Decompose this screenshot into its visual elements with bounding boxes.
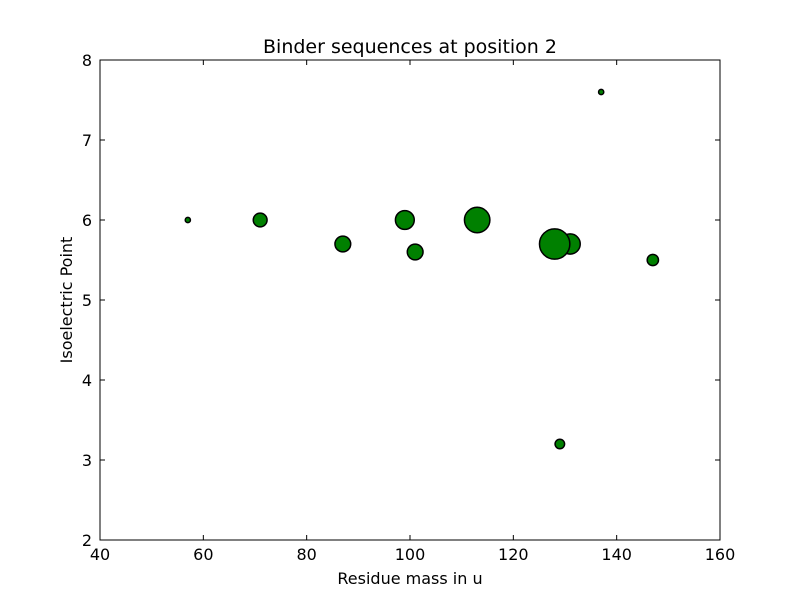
chart-title: Binder sequences at position 2 [263, 36, 557, 58]
data-point [554, 438, 566, 450]
plot-frame [99, 59, 721, 541]
y-tick-label: 8 [82, 51, 92, 70]
y-tick-label: 6 [82, 211, 92, 230]
data-point [646, 253, 660, 267]
x-tick-label: 80 [296, 545, 316, 564]
data-point [538, 228, 571, 260]
y-tick-label: 4 [82, 371, 92, 390]
x-tick-label: 160 [705, 545, 736, 564]
data-point [597, 88, 605, 96]
x-tick-label: 60 [193, 545, 213, 564]
x-tick-label: 100 [395, 545, 426, 564]
y-tick-label: 7 [82, 131, 92, 150]
data-points [184, 88, 660, 450]
data-point [184, 216, 192, 224]
y-tick-label: 2 [82, 531, 92, 550]
x-tick-label: 40 [90, 545, 110, 564]
data-point [394, 209, 416, 231]
axis-ticks: 40 60 80 100 120 140 160 2 3 4 5 6 7 8 [82, 51, 735, 564]
y-tick-label: 5 [82, 291, 92, 310]
y-axis-label: Isoelectric Point [57, 237, 76, 364]
data-point [463, 206, 491, 234]
x-axis-label: Residue mass in u [337, 569, 482, 588]
data-point [252, 212, 268, 228]
data-point [334, 235, 352, 253]
x-tick-label: 140 [601, 545, 632, 564]
x-tick-label: 120 [498, 545, 529, 564]
y-tick-label: 3 [82, 451, 92, 470]
data-point [406, 243, 424, 261]
